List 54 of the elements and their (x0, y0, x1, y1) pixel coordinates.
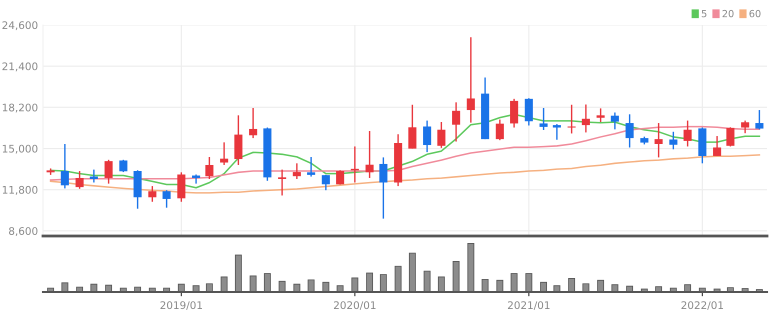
candlestick (162, 190, 171, 208)
candlestick (119, 159, 128, 173)
candlestick (350, 146, 359, 184)
candlestick (669, 131, 678, 150)
candlestick (148, 185, 156, 202)
candlestick (713, 135, 722, 157)
candlestick (552, 123, 561, 140)
candlestick (220, 142, 228, 166)
x-tick-label: 2020/01 (334, 301, 376, 310)
candlestick (408, 104, 416, 150)
candlestick (755, 109, 764, 130)
candlestick (249, 107, 258, 139)
candlestick (307, 156, 316, 178)
y-tick-label: 21,400 (2, 62, 38, 72)
candlestick (510, 98, 518, 128)
y-tick-label: 15,000 (2, 144, 38, 154)
y-tick-label: 11,800 (2, 186, 38, 195)
y-tick-label: 24,600 (2, 21, 38, 30)
candlestick (192, 174, 200, 184)
candlestick (596, 108, 605, 123)
candlestick (423, 120, 432, 153)
y-tick-label: 8,600 (9, 227, 38, 236)
candlestick (60, 143, 69, 190)
candlestick (610, 112, 619, 130)
candlestick (568, 104, 576, 134)
candlestick (379, 156, 388, 220)
candlestick (626, 114, 634, 148)
candlestick (205, 156, 214, 180)
candlestick (540, 107, 548, 131)
candlestick (336, 170, 344, 186)
candlestick (654, 122, 663, 158)
candlestick (90, 168, 98, 184)
x-tick-label: 2019/01 (160, 301, 202, 310)
y-tick-label: 18,200 (2, 104, 38, 113)
x-tick-label: 2021/01 (508, 301, 550, 310)
legend-label: 5 (702, 10, 706, 18)
candlestick (466, 36, 475, 124)
candlestick (437, 121, 446, 149)
candlestick (452, 102, 460, 142)
candlestick (726, 126, 734, 148)
candlestick (582, 104, 590, 134)
candlestick (104, 159, 113, 184)
candlestick (496, 118, 504, 141)
candlestick (366, 130, 374, 179)
candlestick (524, 98, 533, 126)
candlestick (684, 120, 692, 148)
candlestick (322, 174, 330, 191)
candlestick (292, 162, 301, 180)
legend-label: 20 (722, 10, 734, 18)
candlestick (741, 120, 750, 134)
legend-label: 60 (749, 10, 761, 18)
candlestick (76, 170, 84, 190)
x-tick-label: 2022/01 (681, 301, 724, 310)
candlestick (177, 172, 186, 202)
